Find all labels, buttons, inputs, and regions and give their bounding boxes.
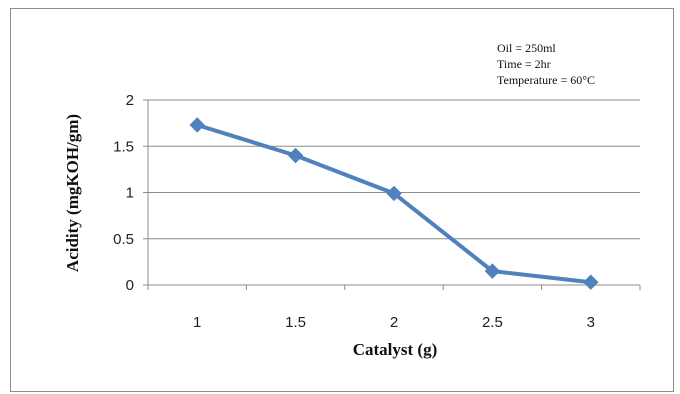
gridlines	[148, 99, 640, 240]
data-point	[386, 185, 402, 202]
x-tick-label: 2.5	[482, 314, 503, 331]
annotation-oil: Oil = 250ml	[497, 41, 556, 55]
y-tick-label: 2	[126, 92, 134, 109]
annotation-time: Time = 2hr	[497, 57, 551, 71]
data-point	[583, 274, 599, 290]
y-tick-label: 1	[126, 185, 134, 202]
x-tick-labels: 1 1.5 2 2.5 3	[147, 285, 641, 331]
x-tick-label: 1	[193, 314, 201, 331]
data-point	[189, 117, 205, 133]
x-tick-label: 2	[390, 314, 398, 331]
series	[189, 117, 599, 290]
conditions-annotation: Oil = 250ml Time = 2hr Temperature = 60°…	[497, 41, 595, 87]
data-point	[287, 147, 304, 164]
y-tick-label: 1.5	[113, 138, 134, 155]
x-tick-label: 3	[587, 314, 595, 331]
series-line	[196, 123, 592, 285]
annotation-temperature: Temperature = 60°C	[497, 73, 595, 87]
data-point	[484, 263, 501, 279]
y-tick-label: 0	[126, 277, 134, 294]
x-tick-label: 1.5	[285, 314, 306, 331]
chart-frame	[10, 8, 674, 392]
y-tick-labels: 0 0.5 1 1.5 2	[113, 92, 148, 294]
y-tick-label: 0.5	[113, 231, 134, 248]
x-axis-title: Catalyst (g)	[353, 340, 438, 359]
y-axis-title: Acidity (mgKOH/gm)	[63, 114, 82, 272]
